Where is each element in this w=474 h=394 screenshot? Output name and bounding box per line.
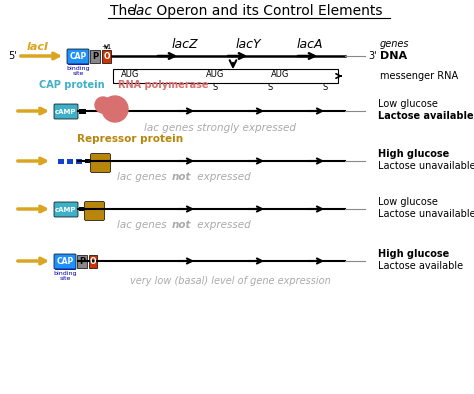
Bar (102, 50, 111, 63)
Text: Low glucose: Low glucose (378, 197, 438, 207)
Text: 3': 3' (368, 51, 377, 61)
Text: High glucose: High glucose (378, 149, 449, 159)
Text: AUG: AUG (206, 69, 224, 78)
Bar (90, 50, 100, 63)
Text: cAMP: cAMP (55, 108, 77, 115)
Text: lacZ: lacZ (172, 37, 198, 50)
Circle shape (102, 96, 128, 122)
Text: O: O (90, 257, 96, 266)
Text: messenger RNA: messenger RNA (380, 71, 458, 81)
FancyBboxPatch shape (91, 154, 110, 173)
Text: The: The (110, 4, 140, 18)
Text: O: O (103, 52, 110, 61)
Bar (79, 109, 86, 114)
Text: 5': 5' (8, 51, 17, 61)
Text: site: site (73, 71, 84, 76)
Text: not: not (172, 220, 191, 230)
Text: site: site (59, 276, 71, 281)
Text: Lactose unavailable: Lactose unavailable (378, 161, 474, 171)
Text: CAP: CAP (56, 257, 73, 266)
Text: Lactose available: Lactose available (378, 261, 463, 271)
Text: very low (basal) level of gene expression: very low (basal) level of gene expressio… (129, 276, 330, 286)
FancyBboxPatch shape (54, 104, 78, 119)
Text: P: P (79, 257, 85, 266)
Text: expressed: expressed (194, 172, 251, 182)
Text: AUG: AUG (271, 69, 289, 78)
Text: RNA polymerase: RNA polymerase (118, 80, 208, 90)
Text: CAP protein: CAP protein (39, 80, 105, 90)
Bar (113, 69, 338, 83)
Text: Lactose available: Lactose available (378, 111, 474, 121)
Text: AUG: AUG (121, 69, 139, 78)
Circle shape (95, 97, 111, 113)
FancyBboxPatch shape (54, 254, 76, 269)
Text: genes: genes (380, 39, 410, 49)
Text: not: not (172, 172, 191, 182)
Text: S: S (322, 82, 328, 91)
Text: lacA: lacA (297, 37, 323, 50)
Text: lac genes: lac genes (117, 172, 170, 182)
Bar (67, 159, 73, 164)
Bar (58, 159, 64, 164)
Text: lacY: lacY (235, 37, 261, 50)
Text: binding: binding (66, 66, 90, 71)
Text: lac genes strongly expressed: lac genes strongly expressed (144, 123, 296, 133)
Text: High glucose: High glucose (378, 249, 449, 259)
FancyBboxPatch shape (84, 201, 104, 221)
Text: +1: +1 (101, 44, 112, 50)
Bar (89, 255, 97, 268)
FancyBboxPatch shape (54, 202, 78, 217)
Text: S: S (267, 82, 273, 91)
Bar (79, 207, 84, 211)
Text: Repressor protein: Repressor protein (77, 134, 183, 144)
Text: binding: binding (53, 271, 77, 276)
Text: DNA: DNA (380, 51, 407, 61)
Text: P: P (92, 52, 98, 61)
FancyBboxPatch shape (67, 49, 89, 64)
Text: expressed: expressed (194, 220, 251, 230)
Text: cAMP: cAMP (55, 206, 77, 212)
Text: CAP: CAP (69, 52, 87, 61)
Text: lac genes: lac genes (117, 220, 170, 230)
Text: lac: lac (133, 4, 153, 18)
Text: Operon and its Control Elements: Operon and its Control Elements (152, 4, 383, 18)
Text: Lactose unavailable: Lactose unavailable (378, 209, 474, 219)
Bar (77, 255, 87, 268)
Text: S: S (212, 82, 218, 91)
Bar (76, 159, 82, 164)
Text: Low glucose: Low glucose (378, 99, 438, 109)
Bar (85, 159, 90, 163)
Text: lacI: lacI (27, 42, 49, 52)
